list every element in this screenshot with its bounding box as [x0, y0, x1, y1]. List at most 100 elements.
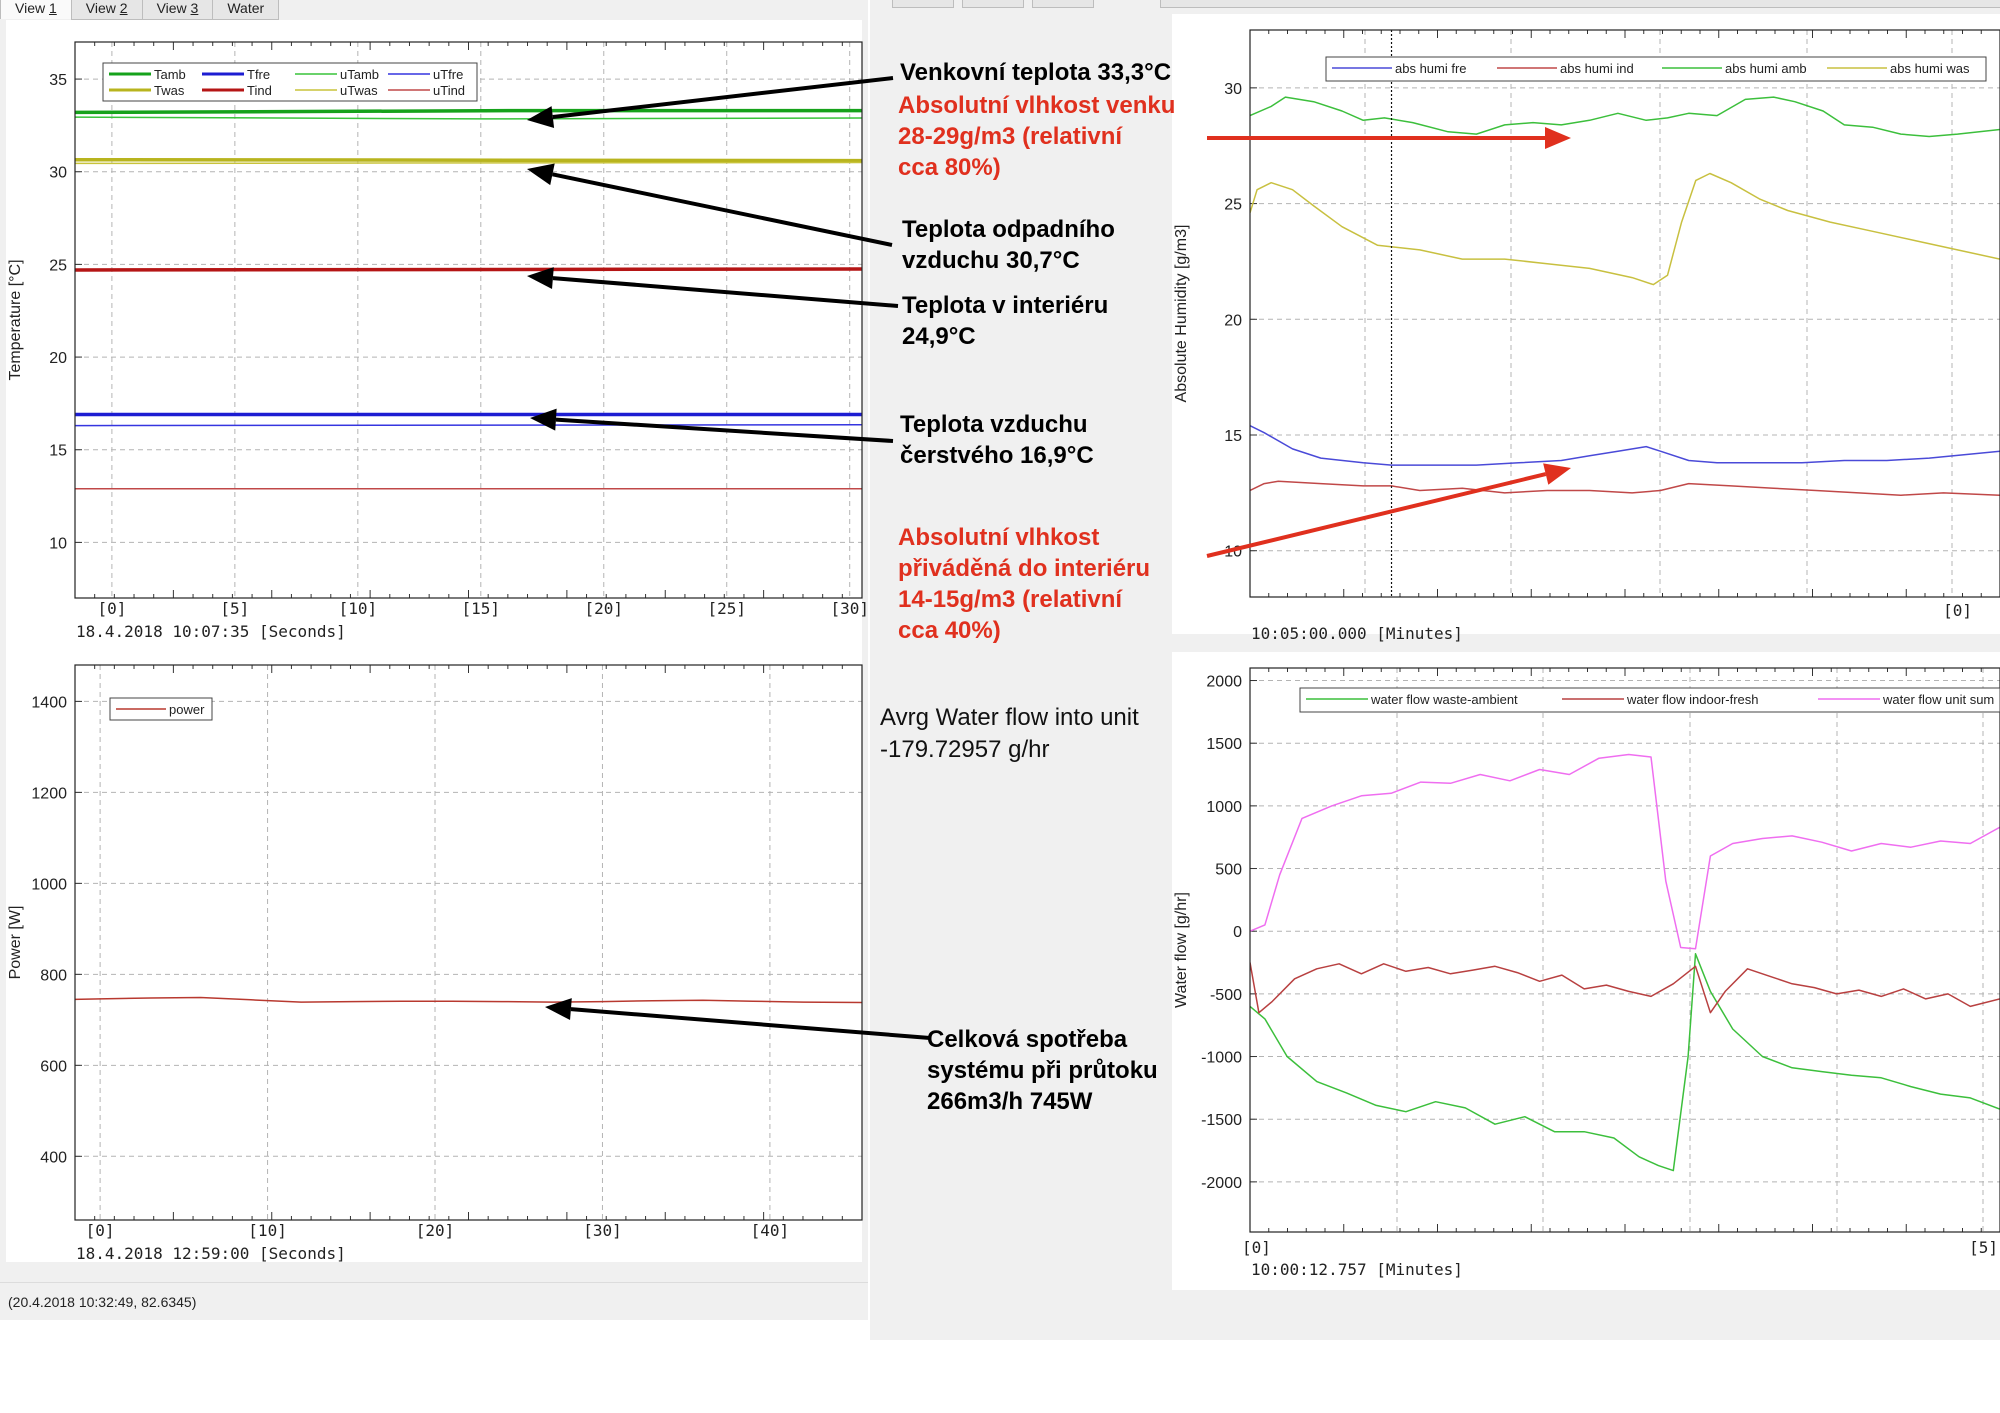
y-tick-label: 15 [1224, 428, 1242, 445]
legend-label: uTamb [340, 67, 379, 82]
legend: water flow waste-ambient water flow indoo… [1299, 687, 2000, 713]
tab-number: 3 [190, 0, 199, 16]
plot-frame [1249, 667, 2000, 1233]
series-line-abs-humi-fre [1250, 425, 2000, 466]
tab-label: View [85, 0, 120, 16]
annotation-waste-air-temp: Teplota odpadního vzduchu 30,7°C [902, 214, 1115, 276]
y-tick-labels: 400 600 800 1000 1200 1400 [31, 694, 67, 1166]
legend-label: uTind [433, 83, 465, 98]
tab-view-2[interactable]: View 2 [70, 0, 143, 20]
legend-label: uTwas [340, 83, 378, 98]
y-axis-label: Power [W] [7, 906, 24, 980]
x-tick-label: [20] [585, 599, 624, 618]
y-tick-label: 30 [49, 165, 67, 182]
y-tick-label: -2000 [1201, 1175, 1242, 1192]
y-tick-label: 2000 [1206, 674, 1242, 691]
legend-label: Tfre [247, 67, 270, 82]
series-line-abs-humi-amb [1250, 96, 2000, 138]
tab-partial[interactable] [962, 0, 1024, 8]
annotation-fresh-air-temp: Teplota vzduchu čerstvého 16,9°C [900, 409, 1094, 471]
status-bar: (20.4.2018 10:32:49, 82.6345) [0, 1282, 868, 1320]
legend-label: abs humi ind [1560, 61, 1634, 76]
arrow-head [545, 998, 572, 1021]
series-line-power [75, 996, 862, 1004]
annotation-line: systému při průtoku [927, 1057, 1158, 1084]
tab-partial[interactable] [1032, 0, 1094, 8]
tab-partial[interactable] [892, 0, 954, 8]
y-tick-label: -500 [1210, 987, 1242, 1004]
chart-panel-bg [6, 650, 862, 1262]
annotation-line: 24,9°C [902, 323, 976, 350]
y-tick-label: -1500 [1201, 1112, 1242, 1129]
annotation-line: vzduchu 30,7°C [902, 247, 1080, 274]
legend-box [1299, 687, 2000, 713]
arrow-abs-humidity-supplied [1206, 463, 1571, 558]
chart-panel-bg [1172, 652, 2000, 1290]
tab-number: 1 [48, 0, 57, 16]
y-tick-label: 1400 [31, 694, 67, 711]
y-tick-label: 1500 [1206, 736, 1242, 753]
legend-box [1325, 56, 1987, 82]
annotation-line: 14-15g/m3 (relativní [898, 586, 1123, 613]
legend-label: Tind [247, 83, 272, 98]
x-tick-label: [0] [1242, 1238, 1271, 1257]
annotation-line: Absolutní vlhkost venku [898, 92, 1176, 119]
x-tick-label: [5] [220, 599, 249, 618]
chart-waterflow: -2000 -1500 -1000 -500 0 500 1000 1500 2000 [0] [5… [1172, 652, 2000, 1290]
series-line-water-flow-unit-sum [1250, 753, 2000, 950]
annotation-line: čerstvého 16,9°C [900, 442, 1094, 469]
y-tick-label: 20 [1224, 312, 1242, 329]
tick-marks [1249, 30, 2000, 597]
plot-frame [74, 664, 863, 1221]
x-axis-label: 10:05:00.000 [Minutes] [1251, 624, 1463, 643]
y-tick-label: 20 [49, 350, 67, 367]
annotation-abs-humidity-outside: Absolutní vlhkost venku 28-29g/m3 (relat… [898, 90, 1175, 183]
chart-power: 400 600 800 1000 1200 1400 [0] [10] [20] [30] [40]… [6, 650, 863, 1263]
x-tick-label: [0] [1943, 601, 1972, 620]
x-tick-label: [0] [97, 599, 126, 618]
tab-water[interactable]: Water [212, 0, 280, 20]
series-group [75, 996, 862, 1004]
series-line-water-flow-waste-ambient [1250, 953, 2000, 1172]
annotation-line: Venkovní teplota 33,3°C [900, 59, 1172, 86]
arrow-head [530, 408, 557, 431]
chart-panel-bg [1172, 14, 2000, 634]
arrow-waste-temp [527, 163, 893, 247]
y-tick-labels: -2000 -1500 -1000 -500 0 500 1000 1500 2000 [1201, 674, 1242, 1192]
x-tick-labels: [0] [5] [10] [15] [20] [25] [30] [97, 599, 869, 618]
grid [75, 665, 862, 1220]
plot-frame [1249, 29, 2000, 598]
legend-label: water flow unit sum [1882, 692, 1994, 707]
annotation-line: Absolutní vlhkost [898, 524, 1100, 551]
legend-label: Twas [154, 83, 185, 98]
annotation-line: Celková spotřeba [927, 1026, 1128, 1053]
arrow-shaft [1206, 472, 1547, 558]
series-line-uTamb [75, 116, 862, 120]
y-axis-label: Temperature [°C] [7, 259, 24, 380]
tab-label: Water [227, 0, 265, 16]
annotation-indoor-temp: Teplota v interiéru 24,9°C [902, 290, 1108, 352]
legend-label: abs humi amb [1725, 61, 1807, 76]
arrow-head [527, 163, 555, 186]
tab-view-1[interactable]: View 1 [0, 0, 72, 19]
annotation-line: přiváděná do interiéru [898, 555, 1151, 582]
y-tick-label: 400 [40, 1149, 67, 1166]
arrow-head [1543, 463, 1571, 485]
status-text: (20.4.2018 10:32:49, 82.6345) [8, 1294, 197, 1310]
legend: abs humi fre abs humi ind abs humi amb abs … [1325, 56, 1987, 82]
y-tick-label: 30 [1224, 81, 1242, 98]
plot-frame [74, 41, 863, 599]
y-tick-label: 25 [49, 257, 67, 274]
y-tick-labels: 10 15 20 25 30 35 [49, 72, 67, 552]
legend-label: water flow indoor-fresh [1626, 692, 1759, 707]
arrow-head [1545, 127, 1571, 149]
water-flow-note-title: Avrg Water flow into unit [880, 704, 1139, 731]
annotation-line: Teplota vzduchu [900, 411, 1088, 438]
arrow-shaft [570, 1007, 931, 1040]
x-axis-label: 10:00:12.757 [Minutes] [1251, 1260, 1463, 1279]
y-axis-label: Absolute Humidity [g/m3] [1173, 225, 1190, 403]
y-tick-label: 1200 [31, 785, 67, 802]
annotation-line: Teplota v interiéru [902, 292, 1109, 319]
